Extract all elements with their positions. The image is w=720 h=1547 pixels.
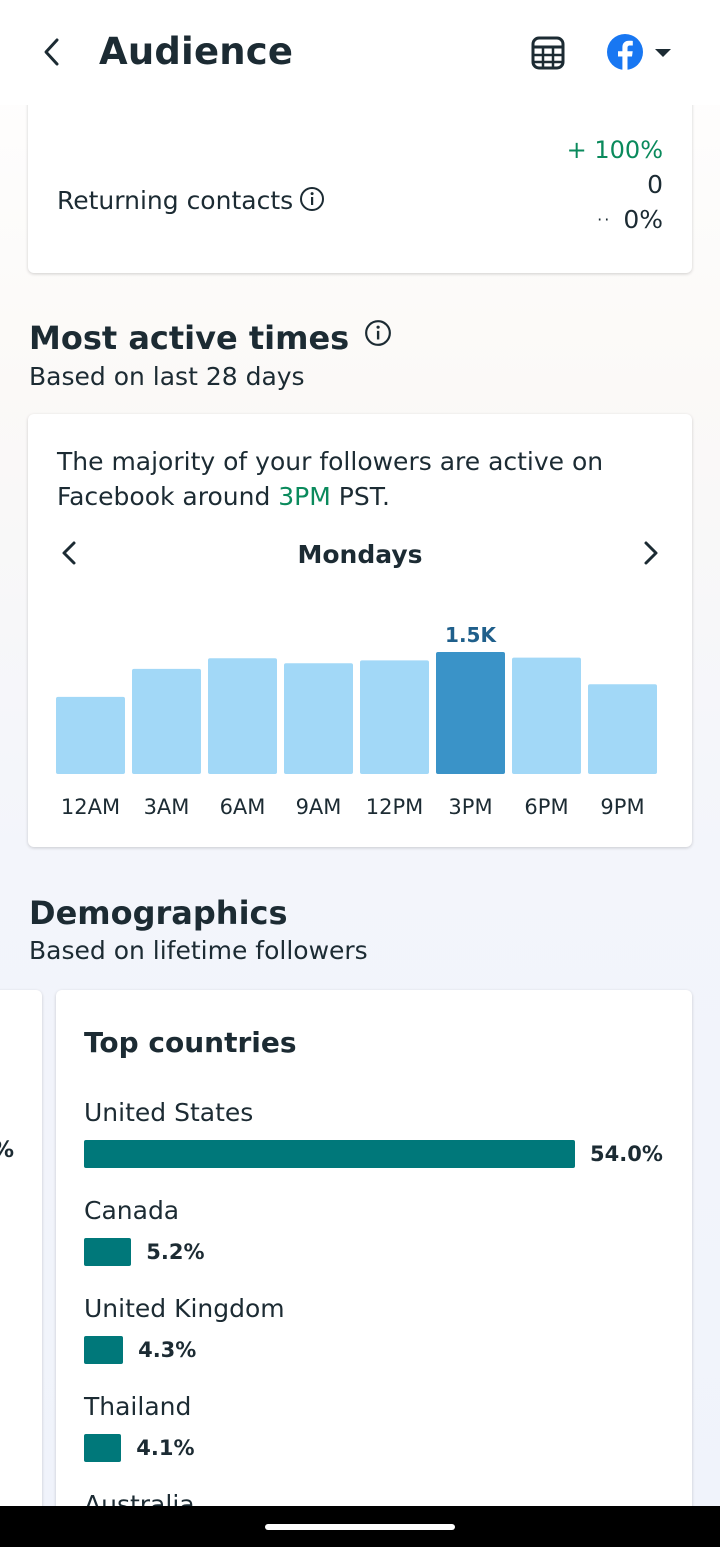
country-bar: [84, 1434, 122, 1462]
chart-bar-12pm[interactable]: [360, 660, 429, 774]
country-bar-line: 54.0%: [84, 1140, 664, 1170]
description-suffix: PST.: [330, 482, 390, 511]
returning-contacts-change: ·· 0%: [597, 205, 663, 234]
most-active-times-subtitle: Based on last 28 days: [29, 362, 305, 391]
description-text: The majority of your followers are activ…: [57, 447, 604, 511]
clipped-change-value: + 100%: [566, 136, 663, 164]
home-indicator[interactable]: [265, 1524, 455, 1530]
account-switcher-button[interactable]: [604, 32, 676, 72]
country-row: United States 54.0%: [84, 1098, 664, 1170]
country-row: United Kingdom 4.3%: [84, 1294, 664, 1366]
system-navigation-bar: [0, 1506, 720, 1547]
country-bar-line: 5.2%: [84, 1238, 664, 1268]
previous-day-button[interactable]: [56, 538, 84, 568]
info-icon[interactable]: [299, 186, 325, 212]
table-icon[interactable]: [529, 34, 567, 72]
x-tick-label: 9PM: [600, 795, 644, 819]
chart-bar-3pm[interactable]: [436, 652, 505, 774]
previous-demographics-card[interactable]: %: [0, 990, 42, 1506]
country-row: Australia: [84, 1490, 664, 1506]
country-percent: 4.1%: [136, 1436, 195, 1460]
country-percent: 4.3%: [138, 1338, 197, 1362]
chart-bar-6am[interactable]: [208, 658, 277, 774]
most-active-times-title: Most active times: [29, 319, 392, 357]
country-row: Canada 5.2%: [84, 1196, 664, 1268]
country-name: Australia: [84, 1490, 195, 1506]
returning-contacts-label: Returning contacts: [57, 186, 325, 215]
facebook-icon: [607, 34, 643, 70]
country-bar-line: 4.1%: [84, 1434, 664, 1464]
returning-contacts-value: 0: [647, 170, 663, 199]
chart-bar-6pm[interactable]: [512, 657, 581, 774]
change-percent: 0%: [623, 205, 663, 234]
country-percent: 54.0%: [590, 1142, 663, 1166]
country-bar-line: 4.3%: [84, 1336, 664, 1366]
returning-contacts-text: Returning contacts: [57, 186, 294, 215]
chevron-left-icon[interactable]: [34, 34, 70, 70]
x-tick-label: 6AM: [220, 795, 266, 819]
chevron-down-icon: [655, 49, 671, 57]
change-marker: ··: [597, 210, 612, 229]
active-times-bar-chart: 12AM 3AM 6AM 9AM 12PM 3PM 1.5K 6PM 9PM: [56, 623, 657, 819]
country-percent: 5.2%: [146, 1240, 205, 1264]
demographics-subtitle: Based on lifetime followers: [29, 936, 368, 965]
x-tick-label: 12PM: [366, 795, 424, 819]
country-name: Thailand: [84, 1392, 192, 1421]
country-bar: [84, 1140, 575, 1168]
info-icon[interactable]: [364, 319, 392, 347]
chart-bar-9pm[interactable]: [588, 684, 657, 774]
country-row: Thailand 4.1%: [84, 1392, 664, 1464]
highlight-bar-value-label: 1.5K: [445, 623, 497, 647]
country-bar: [84, 1238, 132, 1266]
scroll-content[interactable]: + 100% Returning contacts 0 ·· 0% Most ac…: [0, 0, 720, 1506]
x-tick-label: 3PM: [448, 795, 492, 819]
x-tick-label: 6PM: [524, 795, 568, 819]
country-name: Canada: [84, 1196, 180, 1225]
x-tick-label: 9AM: [296, 795, 342, 819]
x-tick-label: 3AM: [144, 795, 190, 819]
page-title: Audience: [99, 30, 294, 73]
country-name: United Kingdom: [84, 1294, 285, 1323]
chart-bar-12am[interactable]: [56, 696, 125, 774]
x-tick-label: 12AM: [61, 795, 120, 819]
top-countries-card[interactable]: Top countries United States 54.0% Canada 5.…: [56, 990, 692, 1506]
peak-time: 3PM: [278, 482, 331, 511]
country-name: United States: [84, 1098, 254, 1127]
section-title-text: Most active times: [29, 319, 350, 357]
app-header: Audience: [0, 0, 720, 105]
active-times-description: The majority of your followers are activ…: [57, 444, 657, 514]
top-countries-title: Top countries: [84, 1026, 297, 1059]
most-active-times-card: The majority of your followers are activ…: [28, 414, 692, 847]
demographics-title: Demographics: [29, 894, 288, 932]
next-day-button[interactable]: [636, 538, 664, 568]
day-selector-label: Mondays: [297, 540, 423, 569]
chart-bar-9am[interactable]: [284, 663, 353, 774]
country-bar: [84, 1336, 124, 1364]
peek-card-text: %: [0, 1138, 14, 1163]
chart-bar-3am[interactable]: [132, 668, 201, 774]
